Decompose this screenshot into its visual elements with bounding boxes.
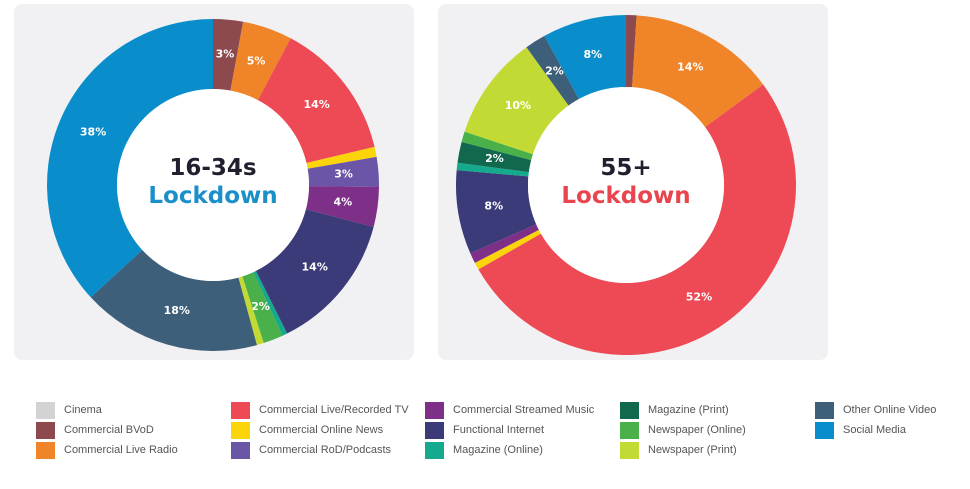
legend-swatch (36, 441, 55, 459)
legend-item-newspaper-online: Newspaper (Online) (620, 420, 746, 440)
slice-label-commercial-live-recorded-tv: 14% (304, 98, 330, 111)
slice-label-functional-internet: 14% (302, 261, 328, 274)
legend-swatch (231, 401, 250, 419)
legend-item-functional-internet: Functional Internet (425, 420, 544, 440)
slice-label-functional-internet: 8% (484, 200, 503, 213)
legend-swatch (620, 441, 639, 459)
slice-commercial-bvod (626, 15, 637, 88)
slice-label-magazine-print: 2% (485, 152, 504, 165)
slice-label-other-online-video: 2% (545, 65, 564, 78)
slice-commercial-live-recorded-tv (478, 84, 796, 355)
legend-swatch (36, 401, 55, 419)
slice-functional-internet (255, 209, 374, 334)
slice-commercial-online-news (474, 229, 541, 270)
legend: Cinema Commercial BVoD Commercial Live Rad… (0, 400, 970, 485)
legend-swatch (425, 441, 444, 459)
center-title-audience: 16-34s (169, 155, 256, 181)
legend-item-social-media: Social Media (815, 420, 906, 440)
legend-item-commercial-online-news: Commercial Online News (231, 420, 383, 440)
legend-label: Newspaper (Print) (648, 444, 737, 456)
legend-swatch (36, 421, 55, 439)
legend-item-commercial-bvod: Commercial BVoD (36, 420, 154, 440)
legend-item-magazine-online: Magazine (Online) (425, 440, 543, 460)
legend-label: Commercial Live Radio (64, 444, 178, 456)
slice-label-social-media: 8% (583, 48, 602, 61)
slice-newspaper-print (238, 276, 264, 346)
slice-magazine-print (457, 141, 532, 173)
chart-55-plus-lockdown: 14% 52% 8% 2% 10% 2% 8% 55+Lockdown (438, 4, 828, 360)
legend-label: Commercial Online News (259, 424, 384, 436)
center-title-audience: 55+ (600, 155, 651, 181)
slice-label-commercial-rod-podcasts: 3% (334, 168, 353, 181)
slice-label-newspaper-print: 10% (505, 99, 531, 112)
legend-label: Newspaper (Online) (648, 424, 746, 436)
legend-label: Other Online Video (843, 404, 937, 416)
slice-label-newspaper-online: 2% (251, 300, 270, 313)
slice-functional-internet (456, 170, 537, 254)
slice-newspaper-online (242, 272, 283, 344)
slice-other-online-video (526, 35, 579, 106)
legend-label: Commercial BVoD (64, 424, 154, 436)
legend-swatch (815, 401, 834, 419)
legend-item-other-online-video: Other Online Video (815, 400, 936, 420)
center-title-period: Lockdown (148, 183, 277, 209)
legend-label: Cinema (64, 404, 102, 416)
slice-social-media (47, 19, 213, 298)
slice-label-other-online-video: 18% (164, 304, 190, 317)
slice-social-media (544, 15, 626, 100)
legend-swatch (231, 421, 250, 439)
legend-label: Magazine (Print) (648, 404, 729, 416)
slice-magazine-online (456, 162, 529, 177)
slice-commercial-online-news (306, 146, 377, 169)
slice-commercial-streamed-music (470, 224, 539, 263)
legend-swatch (620, 401, 639, 419)
slice-label-commercial-live-radio: 14% (677, 60, 703, 73)
legend-swatch (425, 401, 444, 419)
slice-commercial-live-radio (230, 21, 291, 101)
legend-item-magazine-print: Magazine (Print) (620, 400, 729, 420)
slice-label-commercial-live-recorded-tv: 52% (686, 290, 712, 303)
legend-swatch (425, 421, 444, 439)
legend-label: Commercial Live/Recorded TV (259, 404, 409, 416)
slice-label-commercial-streamed-music: 4% (333, 195, 352, 208)
legend-item-commercial-live-recorded-tv: Commercial Live/Recorded TV (231, 400, 409, 420)
legend-item-newspaper-print: Newspaper (Print) (620, 440, 737, 460)
legend-label: Commercial Streamed Music (453, 404, 595, 416)
legend-item-commercial-live-radio: Commercial Live Radio (36, 440, 178, 460)
legend-swatch (231, 441, 250, 459)
donut-hole (528, 87, 724, 283)
slice-commercial-streamed-music (305, 186, 379, 227)
legend-label: Social Media (843, 424, 906, 436)
legend-item-cinema: Cinema (36, 400, 102, 420)
legend-label: Commercial RoD/Podcasts (259, 444, 392, 456)
slice-magazine-online (253, 270, 288, 336)
slice-newspaper-online (461, 131, 533, 161)
slice-commercial-rod-podcasts (307, 156, 380, 188)
legend-label: Functional Internet (453, 424, 545, 436)
center-title-period: Lockdown (561, 183, 690, 209)
slice-label-social-media: 38% (80, 125, 106, 138)
slice-label-commercial-live-radio: 5% (247, 54, 266, 67)
slice-label-commercial-bvod: 3% (216, 48, 235, 61)
slice-commercial-live-recorded-tv (257, 38, 375, 163)
slice-commercial-live-radio (632, 15, 764, 128)
legend-label: Magazine (Online) (453, 444, 543, 456)
legend-item-commercial-rod-podcasts: Commercial RoD/Podcasts (231, 440, 391, 460)
legend-swatch (815, 421, 834, 439)
legend-item-commercial-streamed-music: Commercial Streamed Music (425, 400, 594, 420)
slice-other-online-video (90, 249, 257, 351)
slice-commercial-bvod (213, 19, 244, 91)
legend-swatch (620, 421, 639, 439)
donut-hole (117, 89, 309, 281)
slice-newspaper-print (464, 47, 569, 155)
